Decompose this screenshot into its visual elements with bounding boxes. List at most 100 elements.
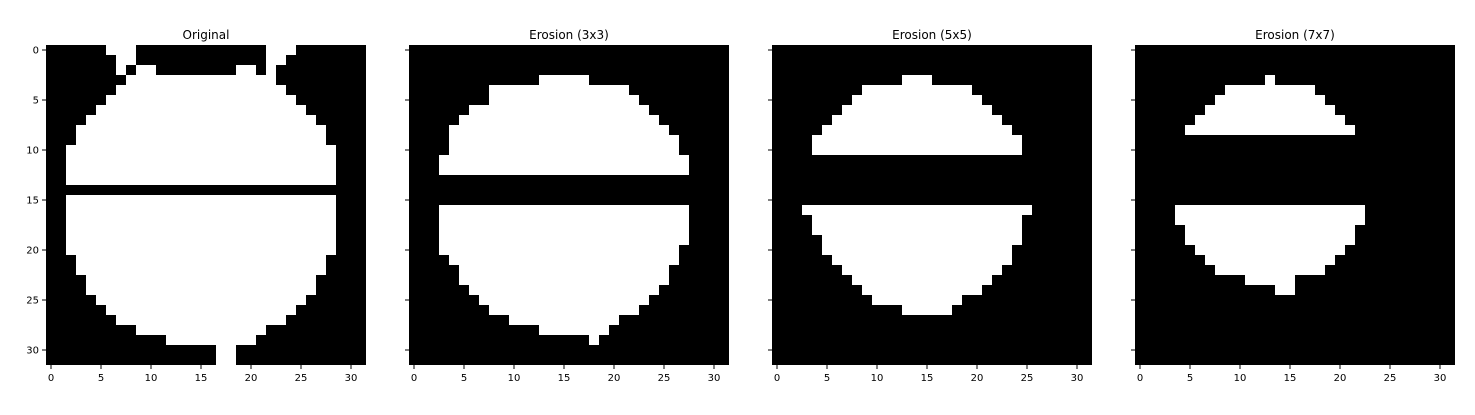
- pixel-run: [479, 295, 649, 305]
- y-tick-label: 10: [26, 146, 39, 157]
- pixel-run: [489, 95, 639, 105]
- pixel-run: [106, 95, 296, 105]
- pixel-run: [1215, 95, 1325, 105]
- pixel-run: [842, 265, 1002, 275]
- x-tick-label: 30: [1071, 373, 1084, 384]
- pixel-run: [76, 125, 326, 135]
- pixel-run: [266, 55, 286, 65]
- pixel-run: [902, 305, 952, 315]
- x-tick-label: 15: [195, 373, 208, 384]
- pixel-run: [96, 105, 306, 115]
- panel-title: Erosion (3x3): [529, 28, 609, 42]
- pixel-run: [812, 135, 1022, 145]
- pixel-run: [216, 345, 236, 355]
- pixel-run: [812, 215, 1022, 225]
- image-pixels: [66, 45, 336, 365]
- pixel-run: [116, 65, 126, 75]
- pixel-run: [66, 245, 336, 255]
- pixel-run: [236, 65, 256, 75]
- pixel-run: [66, 205, 336, 215]
- image-pixels: [439, 75, 689, 345]
- panel-3: Erosion (5x5) 0 5 10 15 20 25 30: [768, 28, 1092, 384]
- pixel-run: [266, 65, 276, 75]
- panel-2: Erosion (3x3) 0 5 10 15 20 25 30: [405, 28, 729, 384]
- x-tick-label: 30: [708, 373, 721, 384]
- pixel-run: [166, 335, 256, 345]
- pixel-run: [439, 235, 689, 245]
- x-tick-label: 20: [245, 373, 258, 384]
- pixel-run: [469, 285, 659, 295]
- pixel-run: [539, 325, 609, 335]
- panel-title: Erosion (5x5): [892, 28, 972, 42]
- y-tick-label: 25: [26, 296, 39, 307]
- pixel-run: [66, 155, 336, 165]
- pixel-run: [832, 115, 1002, 125]
- pixel-run: [96, 295, 306, 305]
- pixel-run: [1205, 105, 1335, 115]
- y-tick-label: 30: [26, 346, 39, 357]
- pixel-run: [439, 245, 679, 255]
- y-tick-label: 15: [26, 196, 39, 207]
- pixel-run: [1185, 225, 1355, 235]
- x-tick-label: 15: [1284, 373, 1297, 384]
- pixel-run: [1175, 205, 1365, 215]
- pixel-run: [66, 215, 336, 225]
- pixel-run: [116, 315, 286, 325]
- panel-1: Original 0 5 10 15 20 25 30 0 5 10 15 20 25 30: [26, 28, 366, 384]
- pixel-run: [469, 105, 649, 115]
- image-pixels: [1175, 75, 1365, 295]
- pixel-run: [136, 325, 266, 335]
- x-tick-label: 0: [774, 373, 780, 384]
- x-tick-label: 25: [295, 373, 308, 384]
- image-pixels: [802, 75, 1032, 315]
- y-tick-label: 0: [33, 46, 39, 57]
- pixel-run: [76, 265, 326, 275]
- pixel-run: [439, 165, 689, 175]
- pixel-run: [812, 225, 1022, 235]
- panel-title: Original: [183, 28, 230, 42]
- pixel-run: [439, 225, 689, 235]
- pixel-run: [1195, 115, 1345, 125]
- pixel-run: [439, 205, 689, 215]
- pixel-run: [66, 225, 336, 235]
- pixel-run: [136, 65, 156, 75]
- pixel-run: [902, 75, 932, 85]
- pixel-run: [1275, 285, 1295, 295]
- x-tick-label: 25: [1384, 373, 1397, 384]
- pixel-run: [872, 295, 962, 305]
- pixel-run: [1265, 75, 1275, 85]
- x-tick-label: 25: [1021, 373, 1034, 384]
- pixel-run: [1185, 235, 1355, 245]
- x-tick-label: 25: [658, 373, 671, 384]
- pixel-run: [126, 75, 276, 85]
- pixel-run: [116, 55, 136, 65]
- pixel-run: [86, 275, 316, 285]
- x-tick-label: 5: [461, 373, 467, 384]
- x-tick-label: 0: [48, 373, 54, 384]
- pixel-run: [802, 205, 1032, 215]
- pixel-run: [822, 235, 1022, 245]
- pixel-run: [509, 315, 619, 325]
- x-tick-label: 20: [608, 373, 621, 384]
- pixel-run: [266, 45, 296, 55]
- pixel-run: [1185, 125, 1355, 135]
- pixel-run: [862, 285, 982, 295]
- x-tick-label: 5: [824, 373, 830, 384]
- x-tick-label: 5: [98, 373, 104, 384]
- pixel-run: [589, 335, 599, 345]
- x-tick-label: 0: [411, 373, 417, 384]
- y-tick-label: 5: [33, 96, 39, 107]
- pixel-run: [1175, 215, 1365, 225]
- pixel-run: [489, 85, 629, 95]
- x-tick-label: 20: [971, 373, 984, 384]
- pixel-run: [1245, 275, 1295, 285]
- pixel-run: [539, 75, 589, 85]
- pixel-run: [439, 155, 689, 165]
- pixel-run: [1215, 265, 1325, 275]
- pixel-run: [449, 255, 679, 265]
- pixel-run: [449, 135, 679, 145]
- pixel-run: [66, 235, 336, 245]
- x-tick-label: 30: [345, 373, 358, 384]
- y-tick-label: 20: [26, 246, 39, 257]
